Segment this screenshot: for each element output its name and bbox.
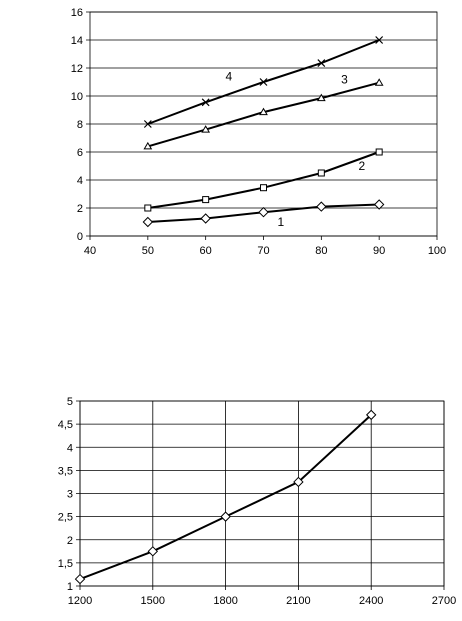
data-point-marker [201,125,211,133]
series-label: 1 [278,215,285,229]
x-tick-label: 1200 [68,595,92,607]
data-point-marker [201,98,210,107]
data-point-marker [202,196,210,204]
data-point-marker [259,78,268,86]
data-point-marker [317,59,326,68]
data-point-marker [142,216,154,228]
x-tick-label: 1500 [141,595,165,607]
y-tick-label: 12 [71,63,83,75]
y-tick-label: 16 [71,7,83,19]
y-tick-label: 14 [71,35,83,47]
y-tick-label: 8 [77,119,83,131]
data-point-marker [375,148,383,156]
chart-bottom: 1 1,5 2 2,5 3 3,5 4 4,5 5 1200 1500 1800 2100 2400 270… [58,396,457,607]
data-point-marker [147,546,159,557]
plot-frame [79,400,445,587]
data-point-marker [365,409,377,421]
data-point-marker [374,78,384,86]
data-point-marker [200,213,211,224]
plot-frame [89,11,438,237]
data-point-marker [316,201,327,212]
data-point-marker [317,169,325,177]
data-point-marker [144,204,152,212]
y-tick-label: 6 [77,147,83,159]
x-tick-label: 60 [200,245,212,257]
y-tick-label: 0 [77,231,83,243]
data-point-marker [220,511,231,522]
y-tick-label: 10 [71,91,83,103]
x-tick-label: 2100 [286,595,310,607]
data-point-marker [143,141,153,150]
y-tick-label: 4 [67,442,73,454]
data-point-marker [260,184,267,192]
y-tick-label: 1,5 [58,558,73,570]
y-tick-label: 3 [67,489,73,501]
y-tick-label: 5 [67,396,73,408]
data-point-marker [143,120,152,128]
y-tick-label: 3,5 [58,465,73,477]
data-point-marker [74,573,86,585]
x-tick-label: 50 [142,245,154,257]
x-tick-label: 70 [257,245,269,257]
y-tick-label: 4,5 [58,419,73,431]
x-tick-label: 1800 [213,595,237,607]
x-tick-label: 2700 [432,595,456,607]
x-tick-label: 80 [315,245,327,257]
y-tick-label: 2 [67,535,73,547]
data-point-marker [316,93,326,102]
y-tick-label: 2 [77,203,83,215]
series-label: 4 [225,70,232,84]
series-label: 3 [341,72,348,86]
x-tick-label: 100 [428,245,446,257]
data-point-marker [259,107,268,116]
x-tick-label: 2400 [359,595,383,607]
y-tick-label: 2,5 [58,512,73,524]
data-point-marker [373,199,385,210]
y-tick-label: 4 [77,175,83,187]
x-tick-label: 90 [373,245,385,257]
y-tick-label: 1 [67,581,73,593]
data-point-marker [375,36,384,44]
data-point-marker [258,206,269,218]
data-point-marker [293,476,304,488]
series-label: 2 [358,159,365,173]
x-tick-label: 40 [84,245,96,257]
